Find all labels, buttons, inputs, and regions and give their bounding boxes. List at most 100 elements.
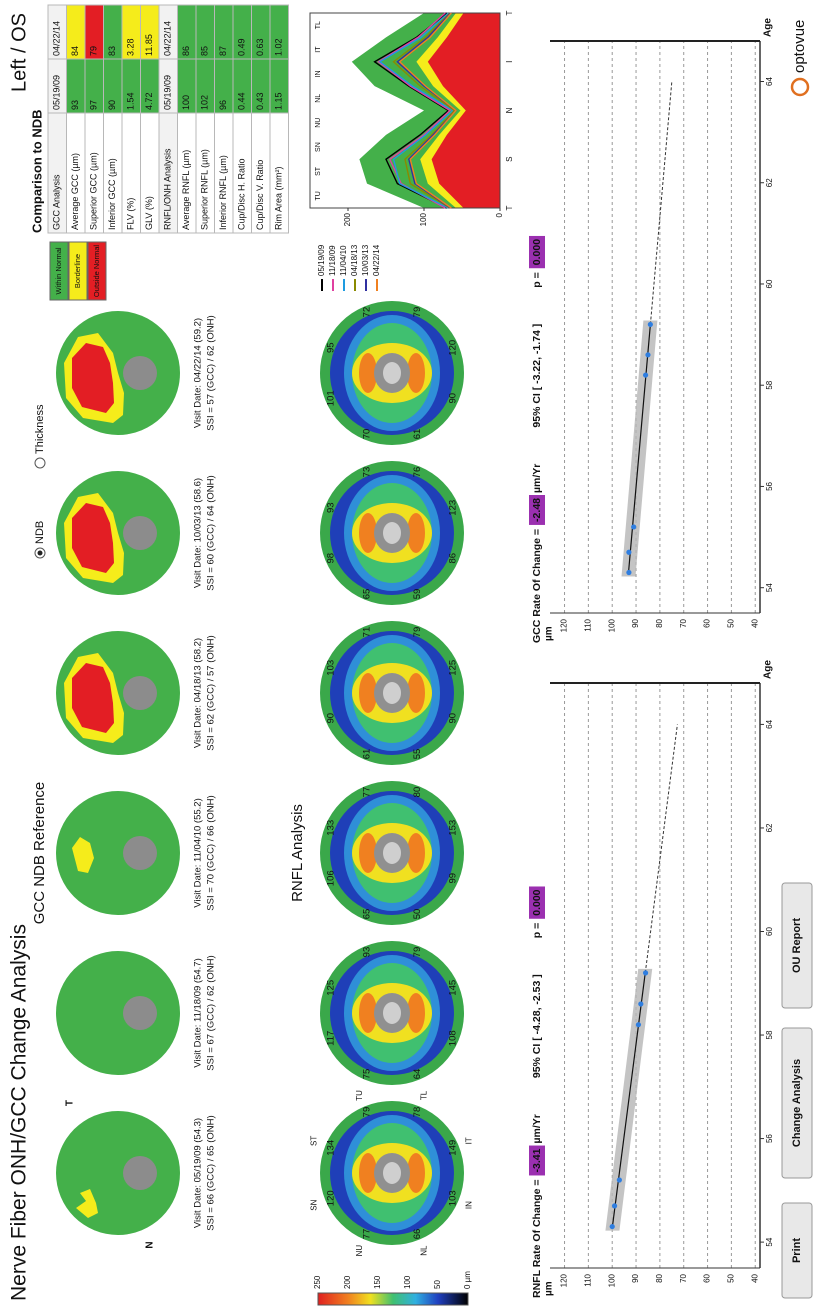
scale-label: 150	[373, 1275, 382, 1289]
legend-label: 11/18/09	[328, 245, 337, 276]
button[interactable]: OU Report	[782, 883, 812, 1008]
table-cell-text: GLV (%)	[144, 196, 154, 230]
table-cell-text: Inferior RNFL (µm)	[218, 155, 228, 230]
table-header: 04/22/14	[52, 21, 62, 56]
x-tick-label: 62	[765, 823, 774, 832]
scale-label: 100	[403, 1275, 412, 1289]
sector-value: 79	[361, 1107, 372, 1118]
y-axis-label: µm	[544, 626, 555, 641]
rate-value: -3.41	[531, 1148, 543, 1172]
table-cell-text: 0.43	[255, 92, 265, 110]
radio-label: Thickness	[34, 404, 46, 454]
report: Nerve Fiber ONH/GCC Change AnalysisLeft …	[0, 0, 824, 1313]
data-point	[626, 570, 631, 575]
sector-value: 103	[447, 1190, 458, 1206]
sector-label: IN	[315, 70, 322, 77]
sector-label: TU	[355, 1090, 364, 1101]
table-cell-text: Superior GCC (µm)	[89, 152, 99, 230]
rate-label: GCC Rate Of Change =	[531, 529, 543, 643]
radio-option[interactable]: NDB	[34, 521, 46, 558]
radio-option[interactable]: Thickness	[34, 404, 46, 468]
sector-label: TL	[315, 21, 322, 29]
sector-label: TL	[419, 1090, 428, 1100]
trend-projection	[650, 81, 671, 324]
x-axis-label: Age	[763, 660, 774, 679]
table-title: Comparison to NDB	[29, 110, 44, 234]
visit-date: Visit Date: 10/03/13 (58.6)	[193, 478, 204, 588]
sector-value: 125	[447, 660, 458, 676]
button[interactable]: Change Analysis	[782, 1028, 812, 1178]
p-value: 0.000	[531, 239, 543, 265]
button[interactable]: Print	[782, 1203, 812, 1298]
p-label: p =	[531, 923, 543, 938]
sector-value: 133	[326, 820, 337, 836]
sector-label: ST	[310, 1136, 319, 1146]
data-point	[612, 1203, 617, 1208]
x-tick-label: 64	[765, 76, 774, 85]
sector-label: NU	[315, 118, 322, 128]
table-cell-text: 4.72	[144, 92, 154, 110]
visit-date: Visit Date: 11/18/09 (54.7)	[193, 958, 204, 1068]
scale-label: 50	[433, 1280, 442, 1289]
sector-value: 117	[326, 1031, 337, 1046]
y-tick-label: 200	[343, 212, 352, 226]
table-header: 04/22/14	[163, 21, 173, 56]
sector-value: 120	[447, 340, 458, 356]
y-tick-label: 100	[607, 1273, 616, 1287]
table-cell-text: Superior RNFL (µm)	[200, 149, 210, 230]
y-tick-label: 80	[655, 1273, 664, 1282]
sector-value: 77	[361, 787, 372, 798]
sector-value: 59	[412, 589, 423, 600]
sector-value: 95	[326, 342, 337, 353]
trend-line	[629, 324, 651, 572]
y-tick-label: 50	[727, 1273, 736, 1282]
p-label: p =	[531, 272, 543, 287]
button-label: OU Report	[791, 918, 803, 973]
sector-value: 71	[361, 627, 372, 638]
table-cell-text: 102	[200, 95, 210, 110]
sector-value: 78	[412, 1107, 423, 1118]
visit-date: Visit Date: 11/04/10 (55.2)	[193, 798, 204, 908]
gcc-map	[56, 1111, 180, 1235]
sector-value: 90	[447, 713, 458, 724]
x-tick-label: 60	[765, 926, 774, 935]
sector-value: 80	[412, 787, 423, 798]
table-cell-text: Average GCC (µm)	[70, 153, 80, 230]
confidence-interval: 95% CI [ -3.22, -1.74 ]	[531, 324, 543, 428]
sector-value: 125	[326, 980, 337, 996]
orientation-label: T	[65, 1100, 76, 1106]
button-label: Print	[791, 1238, 803, 1263]
sector-value: 145	[447, 980, 458, 996]
legend-label: 04/18/13	[350, 244, 359, 276]
data-point	[643, 372, 648, 377]
data-point	[617, 1177, 622, 1182]
x-tick-label: S	[505, 157, 514, 162]
section-title: GCC NDB Reference	[31, 782, 48, 925]
optic-disc	[123, 516, 157, 550]
legend-label: 05/19/09	[317, 244, 326, 276]
table-cell-text: 79	[89, 46, 99, 56]
y-tick-label: 120	[560, 1273, 569, 1287]
x-tick-label: 62	[765, 178, 774, 187]
x-tick-label: 60	[765, 279, 774, 288]
radio-dot	[38, 551, 43, 556]
table-cell-text: 85	[200, 46, 210, 56]
visit-date: Visit Date: 04/22/14 (59.2)	[193, 318, 204, 428]
optic-disc	[123, 836, 157, 870]
table-cell-text: 93	[70, 100, 80, 110]
x-axis-label: Age	[763, 18, 774, 37]
trend-line	[612, 973, 645, 1227]
y-tick-label: 70	[679, 618, 688, 627]
data-point	[626, 550, 631, 555]
optic-disc	[123, 1156, 157, 1190]
optic-cup	[383, 1002, 401, 1024]
table-cell-text: 0.63	[255, 38, 265, 56]
color-scale	[318, 1293, 468, 1305]
sector-value: 90	[447, 393, 458, 404]
sector-value: 76	[412, 467, 423, 478]
data-point	[645, 352, 650, 357]
sector-label: TU	[315, 191, 322, 200]
sector-value: 106	[326, 870, 337, 886]
visit-ssi: SSI = 57 (GCC) / 62 (ONH)	[206, 315, 217, 430]
sector-label: SN	[310, 1199, 319, 1210]
